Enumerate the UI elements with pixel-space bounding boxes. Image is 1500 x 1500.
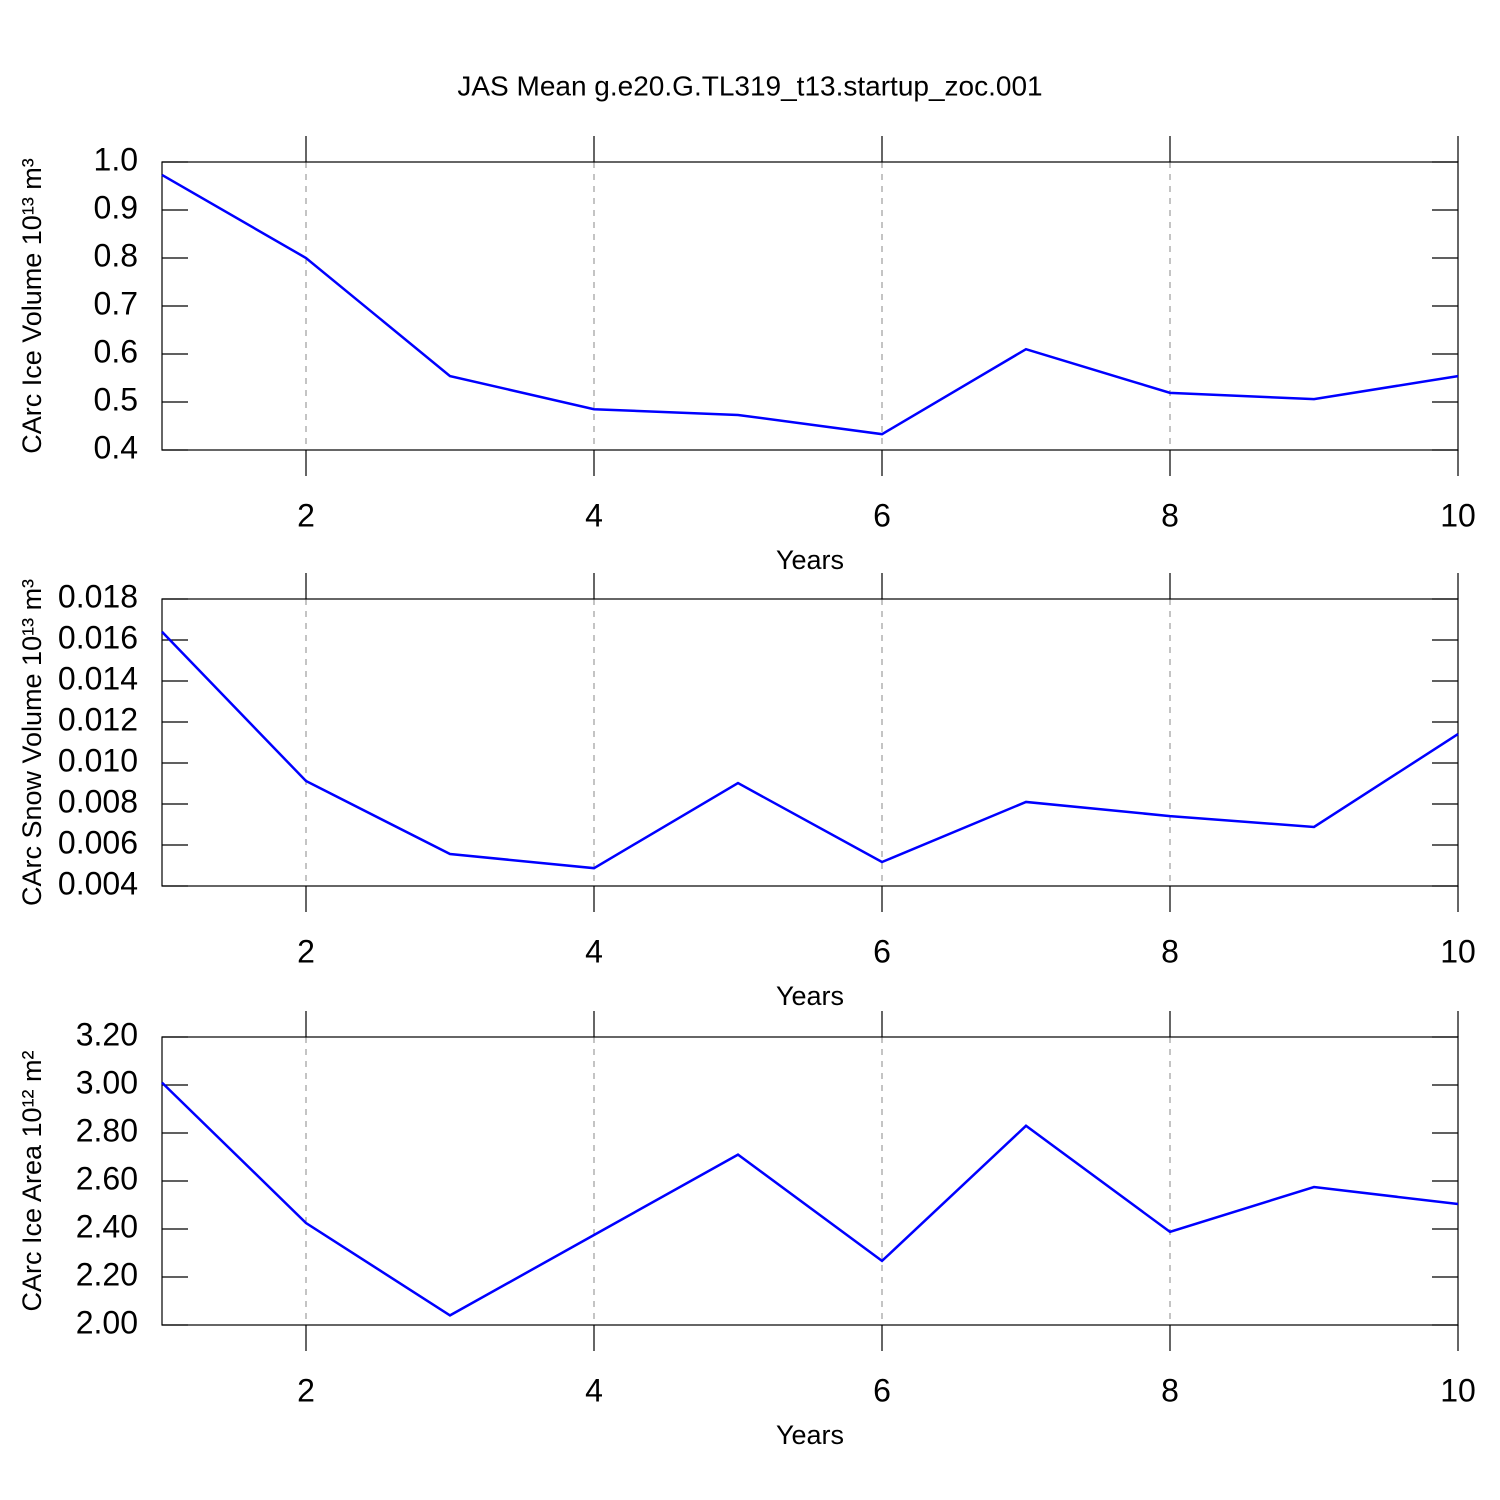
x-tick-label: 6 (873, 1372, 891, 1408)
y-tick-label: 2.20 (76, 1256, 138, 1292)
x-tick-label: 4 (585, 497, 603, 533)
y-axis-label: CArc Ice Area 10¹² m² (17, 1050, 47, 1311)
y-tick-label: 1.0 (94, 141, 138, 177)
x-tick-label: 6 (873, 497, 891, 533)
y-tick-label: 0.012 (58, 701, 138, 737)
y-tick-label: 0.7 (94, 285, 138, 321)
panel: 2 4 6 8 10 0.4 0.5 0.6 0.7 0.8 0.9 1.0 Years CArc Ice… (17, 136, 1476, 575)
y-tick-label: 0.4 (94, 429, 138, 465)
y-tick-label: 0.5 (94, 381, 138, 417)
y-tick-label: 2.60 (76, 1160, 138, 1196)
figure-title: JAS Mean g.e20.G.TL319_t13.startup_zoc.0… (457, 70, 1042, 101)
data-line (161, 173, 1459, 436)
y-tick-label: 0.006 (58, 824, 138, 860)
x-tick-label: 8 (1161, 933, 1179, 969)
x-axis-label: Years (776, 981, 844, 1011)
y-tick-label: 2.80 (76, 1112, 138, 1148)
y-tick-label: 2.40 (76, 1208, 138, 1244)
y-tick-label: 0.008 (58, 783, 138, 819)
y-tick-label: 0.004 (58, 865, 138, 901)
data-line (161, 1081, 1459, 1317)
x-tick-label: 2 (297, 933, 315, 969)
x-tick-label: 8 (1161, 497, 1179, 533)
x-tick-label: 2 (297, 497, 315, 533)
y-axis-label: CArc Snow Volume 10¹³ m³ (17, 579, 47, 906)
plot-frame (161, 161, 1459, 451)
data-line (161, 630, 1459, 870)
y-tick-label: 3.20 (76, 1016, 138, 1052)
x-tick-label: 10 (1440, 933, 1476, 969)
y-tick-label: 0.9 (94, 189, 138, 225)
x-tick-label: 8 (1161, 1372, 1179, 1408)
y-tick-label: 0.016 (58, 619, 138, 655)
x-tick-label: 10 (1440, 1372, 1476, 1408)
y-tick-label: 0.018 (58, 578, 138, 614)
y-axis-label: CArc Ice Volume 10¹³ m³ (17, 158, 47, 454)
plot-frame (161, 1036, 1459, 1326)
x-tick-label: 4 (585, 1372, 603, 1408)
y-tick-label: 0.8 (94, 237, 138, 273)
y-tick-label: 2.00 (76, 1304, 138, 1340)
x-tick-label: 4 (585, 933, 603, 969)
plot-frame (161, 598, 1459, 887)
y-tick-label: 0.014 (58, 660, 138, 696)
y-tick-label: 0.6 (94, 333, 138, 369)
y-tick-label: 0.010 (58, 742, 138, 778)
y-tick-label: 3.00 (76, 1064, 138, 1100)
panel: 2 4 6 8 10 0.004 0.006 0.008 0.010 0.012 0.014 0.01… (17, 573, 1476, 1011)
x-axis-label: Years (776, 1420, 844, 1450)
x-axis-label: Years (776, 545, 844, 575)
x-tick-label: 2 (297, 1372, 315, 1408)
panel: 2 4 6 8 10 2.00 2.20 2.40 2.60 2.80 3.00 3.20 Years C… (17, 1011, 1476, 1450)
x-tick-label: 6 (873, 933, 891, 969)
x-tick-label: 10 (1440, 497, 1476, 533)
